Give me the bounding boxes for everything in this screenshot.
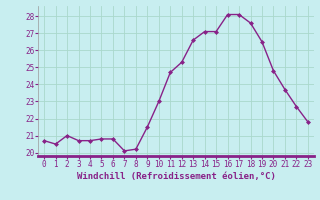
X-axis label: Windchill (Refroidissement éolien,°C): Windchill (Refroidissement éolien,°C) xyxy=(76,172,276,181)
